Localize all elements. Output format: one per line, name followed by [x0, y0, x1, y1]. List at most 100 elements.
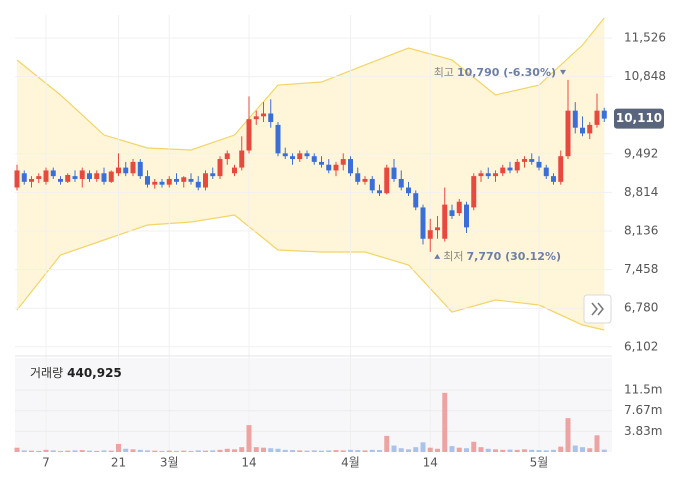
candle-body [478, 173, 484, 177]
volume-tick-label: 3.83m [624, 424, 662, 438]
volume-bar [485, 448, 491, 452]
volume-bar [348, 449, 353, 452]
volume-bar [152, 450, 158, 452]
volume-bar [261, 447, 266, 452]
candle-body [464, 204, 469, 228]
scroll-button[interactable] [583, 294, 612, 324]
y-tick-label: 11,526 [624, 31, 666, 45]
candle-body [413, 193, 419, 208]
candle-body [224, 153, 230, 160]
volume-bar [253, 447, 259, 452]
volume-bar [558, 446, 564, 452]
candle-body [116, 167, 121, 174]
volume-bar [522, 449, 527, 452]
candle-body [50, 170, 56, 177]
volume-bar [166, 450, 172, 452]
candle-body [108, 171, 114, 182]
volume-bar [159, 450, 165, 452]
volume-bar [369, 449, 375, 452]
x-tick-label: 5월 [530, 456, 549, 470]
volume-bar [130, 449, 136, 452]
volume-bar [14, 447, 20, 452]
volume-bar [362, 450, 368, 452]
volume-bar [435, 448, 440, 452]
volume-bar [94, 450, 100, 452]
candle-body [210, 173, 216, 177]
volume-bar [601, 449, 607, 452]
candle-body [261, 113, 266, 117]
candle-body [239, 150, 245, 168]
candle-body [493, 173, 498, 177]
volume-label: 거래량 [30, 366, 63, 380]
candle-body [594, 110, 600, 125]
volume-bar [123, 448, 129, 452]
last-price-label: 10,110 [616, 111, 662, 125]
x-tick-label: 14 [241, 456, 256, 470]
volume-title: 거래량 440,925 [30, 366, 122, 380]
volume-bar [514, 449, 520, 452]
x-tick-label: 3월 [160, 456, 179, 470]
volume-bar [188, 450, 194, 452]
volume-bar [355, 450, 361, 452]
y-tick-label: 8,814 [624, 185, 658, 199]
candle-body [130, 161, 136, 174]
volume-bar [79, 450, 85, 452]
candle-body [572, 110, 578, 128]
volume-value: 440,925 [67, 366, 122, 380]
candle-body [246, 119, 252, 151]
volume-bar [268, 448, 274, 452]
volume-bar [203, 450, 208, 452]
candle-body [275, 124, 281, 154]
candle-body [420, 207, 426, 239]
volume-bar [58, 450, 63, 452]
volume-bar [398, 448, 404, 452]
volume-bar [116, 443, 121, 452]
candle-body [36, 176, 42, 179]
candle-body [369, 178, 375, 191]
last-price-tag [614, 108, 664, 129]
volume-bar [224, 448, 230, 452]
candle-body [166, 178, 172, 185]
volume-bar [246, 425, 252, 452]
volume-bar [29, 450, 34, 452]
candle-body [587, 124, 593, 134]
y-tick-label: 10,848 [624, 69, 666, 83]
low-label: 최저 [443, 250, 463, 263]
high-annotation: 최고 10,790 (-6.30%) [434, 66, 556, 79]
volume-bar [333, 450, 339, 452]
candle-body [384, 167, 390, 194]
volume-bar [101, 450, 107, 452]
volume-bar [406, 449, 411, 452]
x-tick-label: 21 [111, 456, 126, 470]
candle-body [159, 181, 165, 185]
x-tick-label: 4월 [341, 456, 360, 470]
high-marker [560, 69, 566, 75]
candle-body [551, 176, 556, 182]
candle-body [217, 159, 223, 177]
candle-body [79, 170, 85, 179]
candle-body [101, 173, 107, 182]
candle-body [268, 113, 274, 123]
volume-bar [195, 450, 201, 452]
candle-body [580, 127, 585, 134]
candle-body [536, 161, 542, 168]
volume-bar [507, 449, 513, 452]
volume-bar [391, 445, 397, 452]
candle-body [58, 178, 63, 182]
volume-bar [493, 449, 498, 452]
candle-body [362, 178, 368, 182]
candle-body [333, 164, 339, 171]
candle-body [319, 161, 324, 165]
candle-body [391, 167, 397, 179]
candle-body [14, 170, 20, 188]
volume-panel [15, 358, 612, 452]
candle-body [87, 173, 92, 179]
volume-bar [420, 442, 426, 452]
candle-body [181, 177, 187, 182]
low-marker [434, 253, 441, 259]
volume-tick-label: 11.5m [624, 383, 662, 397]
volume-bar [21, 450, 27, 452]
candle-body [340, 159, 346, 165]
candle-body [456, 201, 462, 214]
